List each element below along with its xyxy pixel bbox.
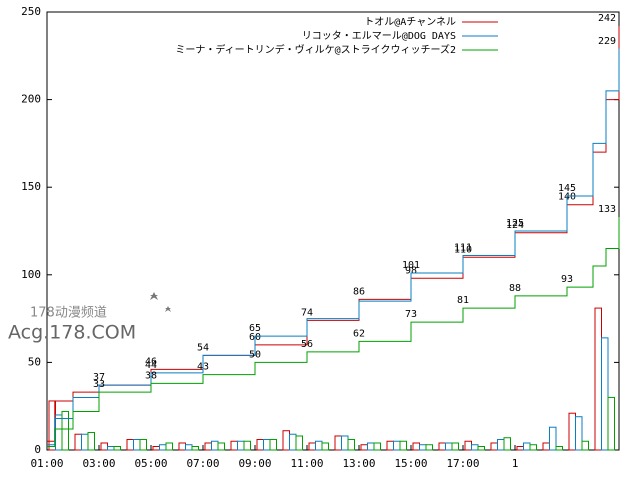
bar — [451, 442, 459, 451]
bar — [581, 440, 589, 451]
bar — [477, 445, 485, 451]
bar — [425, 444, 433, 451]
data-label: 111 — [454, 243, 472, 254]
bar — [529, 444, 537, 451]
x-tick-label: 01:00 — [30, 457, 63, 470]
data-label: 46 — [145, 356, 157, 367]
watermark: 178动漫频道 Acg.178.COM — [8, 292, 171, 344]
bar — [165, 442, 173, 451]
watermark-text: 178动漫频道 — [30, 306, 107, 321]
bar — [321, 442, 329, 451]
data-label: 93 — [561, 274, 573, 285]
bar — [601, 337, 609, 451]
data-label: 33 — [93, 379, 105, 390]
data-label: 229 — [598, 36, 616, 47]
watermark-text: Acg.178.COM — [8, 322, 136, 344]
bar — [399, 440, 407, 451]
x-tick-label: 17:00 — [446, 457, 479, 470]
data-label: 242 — [598, 13, 616, 24]
x-tick-label: 11:00 — [290, 457, 323, 470]
bar — [555, 445, 563, 451]
data-label: 44 — [145, 360, 157, 371]
watermark-stars — [150, 292, 171, 312]
data-label: 37 — [93, 372, 105, 383]
bar — [269, 438, 277, 451]
data-label: 125 — [506, 218, 524, 229]
y-tick-label: 150 — [21, 180, 41, 193]
x-tick-label: 13:00 — [342, 457, 375, 470]
data-label: 62 — [353, 328, 365, 339]
x-tick-label: 03:00 — [82, 457, 115, 470]
legend-label: トオル@Aチャンネル — [364, 16, 456, 28]
bar — [191, 445, 199, 451]
x-tick-label: 09:00 — [238, 457, 271, 470]
x-tick-label: 15:00 — [394, 457, 427, 470]
data-label: 86 — [353, 286, 365, 297]
bar — [347, 438, 355, 451]
bar — [607, 396, 615, 451]
y-tick-label: 50 — [28, 355, 41, 368]
x-tick-label: 07:00 — [186, 457, 219, 470]
bar — [217, 442, 225, 451]
data-label: 101 — [402, 260, 420, 271]
y-tick-label: 100 — [21, 268, 41, 281]
data-label: 54 — [197, 342, 209, 353]
legend-label: リコッタ・エルマール@DOG DAYS — [302, 30, 456, 42]
data-label: 43 — [197, 362, 209, 373]
bar — [243, 440, 251, 451]
bar — [87, 431, 95, 451]
data-label: 98 — [405, 265, 417, 276]
bar — [549, 426, 557, 451]
bar — [139, 438, 147, 451]
data-label: 50 — [249, 349, 261, 360]
data-label: 65 — [249, 323, 261, 334]
data-label: 81 — [457, 295, 469, 306]
data-label: 88 — [509, 283, 521, 294]
legend-label: ミーナ・ディートリンデ・ヴィルケ@ストライクウィッチーズ2 — [175, 43, 456, 56]
x-tick-label: 1 — [512, 457, 519, 470]
bar — [113, 445, 121, 451]
data-label: 110 — [454, 244, 472, 255]
bar — [373, 442, 381, 451]
bar — [575, 416, 583, 451]
data-label: 145 — [558, 183, 576, 194]
data-label: 56 — [301, 339, 313, 350]
data-label: 74 — [301, 307, 313, 318]
x-tick-label: 05:00 — [134, 457, 167, 470]
data-label: 124 — [506, 220, 524, 231]
bar — [295, 435, 303, 451]
bar — [61, 410, 69, 451]
y-tick-label: 200 — [21, 93, 41, 106]
bar — [503, 437, 511, 451]
data-label: 73 — [405, 309, 417, 320]
y-tick-label: 0 — [34, 443, 41, 456]
data-label: 38 — [145, 370, 157, 381]
data-label: 133 — [598, 204, 616, 215]
series-line — [47, 216, 620, 447]
y-tick-label: 250 — [21, 5, 41, 18]
